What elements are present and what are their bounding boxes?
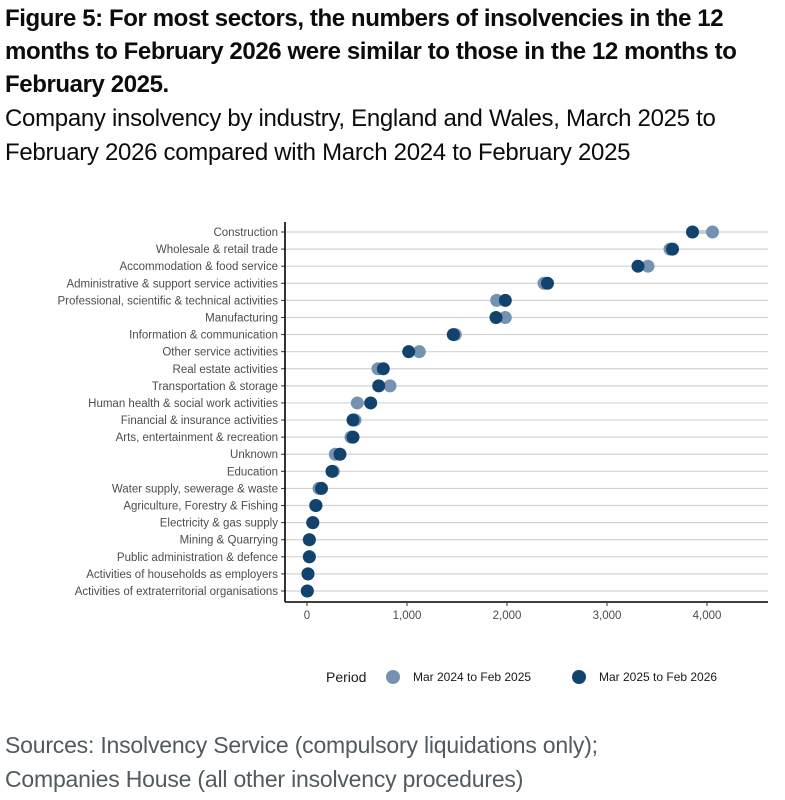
point-current-period: [302, 533, 316, 547]
point-current-period: [541, 276, 554, 290]
y-tick-label: Electricity & gas supply: [160, 518, 278, 530]
y-tick-label: Activities of extraterritorial organisat…: [75, 586, 278, 598]
y-tick-label: Manufacturing: [205, 312, 278, 324]
point-previous-period: [706, 225, 719, 239]
y-tick-label: Public administration & defence: [117, 552, 278, 564]
source-line-1: Sources: Insolvency Service (compulsory …: [5, 732, 598, 758]
point-current-period: [498, 293, 512, 307]
connector-segments: [309, 230, 713, 559]
x-tick-label: 0: [304, 610, 310, 622]
point-current-period: [346, 413, 360, 427]
legend: Period Mar 2024 to Feb 2025 Mar 2025 to …: [326, 669, 717, 685]
y-tick-label: Education: [227, 466, 278, 478]
y-tick-label: Administrative & support service activit…: [66, 278, 278, 290]
point-previous-period: [498, 310, 512, 324]
y-tick-label: Financial & insurance activities: [121, 415, 278, 427]
data-points: [300, 225, 719, 598]
legend-label-current: Mar 2025 to Feb 2026: [599, 670, 717, 684]
point-current-period: [300, 584, 314, 598]
figure-title: Figure 5: For most sectors, the numbers …: [5, 5, 737, 98]
point-previous-period: [641, 259, 655, 273]
point-current-period: [686, 225, 699, 239]
y-tick-label: Mining & Quarrying: [180, 535, 278, 547]
legend-marker-previous: [386, 670, 400, 684]
point-current-period: [302, 550, 316, 564]
point-current-period: [333, 447, 347, 461]
y-tick-label: Human health & social work activities: [88, 398, 278, 410]
point-current-period: [301, 567, 315, 581]
x-tick-label: 3,000: [593, 610, 622, 622]
point-current-period: [315, 481, 328, 495]
axes: [281, 222, 768, 606]
y-axis-labels: Construction Wholesale & retail trade Acco…: [57, 227, 278, 598]
legend-title: Period: [326, 669, 366, 685]
point-current-period: [631, 259, 645, 273]
y-tick-label: Unknown: [230, 449, 278, 461]
y-tick-label: Accommodation & food service: [119, 261, 278, 273]
y-tick-label: Information & communication: [129, 330, 278, 342]
y-tick-label: Transportation & storage: [152, 381, 278, 393]
legend-label-previous: Mar 2024 to Feb 2025: [413, 670, 531, 684]
x-tick-label: 4,000: [693, 610, 722, 622]
point-current-period: [372, 379, 386, 393]
figure-subtitle: Company insolvency by industry, England …: [5, 105, 716, 166]
point-previous-period: [412, 345, 426, 359]
y-tick-label: Professional, scientific & technical act…: [57, 295, 278, 307]
point-current-period: [364, 396, 378, 410]
x-tick-label: 2,000: [493, 610, 522, 622]
point-current-period: [446, 328, 460, 342]
point-current-period: [325, 464, 339, 478]
y-tick-label: Real estate activities: [173, 364, 279, 376]
y-tick-label: Other service activities: [162, 347, 278, 359]
y-tick-label: Activities of households as employers: [86, 569, 278, 581]
point-current-period: [309, 499, 323, 513]
point-previous-period: [383, 379, 397, 393]
y-tick-label: Arts, entertainment & recreation: [116, 432, 278, 444]
y-tick-label: Construction: [213, 227, 278, 239]
gridlines: [285, 231, 768, 592]
x-axis-labels: 0 1,000 2,000 3,000 4,000: [304, 610, 722, 622]
point-previous-period: [350, 396, 364, 410]
point-current-period: [346, 430, 360, 444]
x-tick-label: 1,000: [393, 610, 422, 622]
y-tick-label: Wholesale & retail trade: [156, 244, 278, 256]
point-current-period: [306, 516, 320, 530]
y-tick-label: Water supply, sewerage & waste: [112, 483, 278, 495]
point-current-period: [666, 242, 679, 256]
source-line-2: Companies House (all other insolvency pr…: [5, 766, 524, 792]
point-current-period: [402, 345, 416, 359]
point-current-period: [489, 310, 503, 324]
legend-marker-current: [572, 670, 586, 684]
source-note: Sources: Insolvency Service (compulsory …: [5, 728, 780, 796]
point-current-period: [376, 362, 390, 376]
y-tick-label: Agriculture, Forestry & Fishing: [123, 501, 278, 513]
